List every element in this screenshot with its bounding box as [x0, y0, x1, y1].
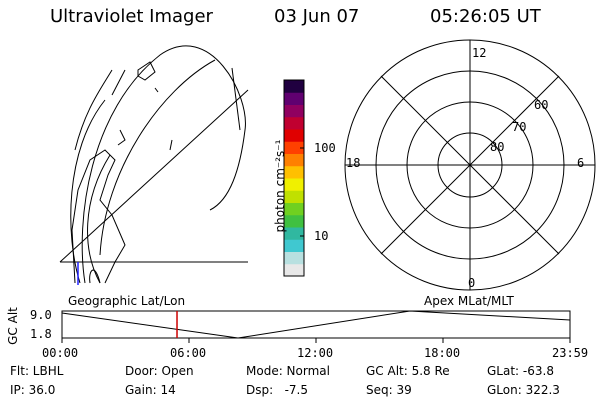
x-tick-label-4: 23:59 — [552, 346, 589, 360]
land-fragment-2 — [169, 139, 173, 151]
date-label: 03 Jun 07 — [274, 6, 360, 27]
colorbar-segment — [284, 239, 304, 252]
colorbar-segment — [284, 153, 304, 167]
colorbar-segment — [284, 190, 304, 203]
info-glon: GLon: 322.3 — [487, 383, 560, 397]
mlt-label-18: 18 — [346, 156, 361, 170]
y-tick-label-high: 9.0 — [30, 308, 52, 322]
x-tick-label-0: 00:00 — [42, 346, 79, 360]
apex-label: Apex MLat/MLT — [424, 294, 514, 308]
timeline-ylabel: GC Alt — [5, 307, 20, 345]
colorbar-segment — [284, 202, 304, 216]
land-fragment — [154, 87, 159, 93]
geographic-label: Geographic Lat/Lon — [68, 294, 186, 308]
land-outline-1 — [137, 61, 156, 81]
x-tick-label-3: 18:00 — [424, 346, 461, 360]
geographic-map — [59, 45, 249, 284]
mlat-label-80: 80 — [490, 140, 505, 154]
colorbar-segment — [284, 263, 304, 277]
color-scale — [284, 80, 304, 277]
info-gcalt: GC Alt: 5.8 Re — [366, 364, 450, 378]
colorbar-frame — [283, 79, 305, 277]
info-dsp: Dsp: -7.5 — [246, 383, 309, 397]
x-tick-label-2: 12:00 — [297, 346, 334, 360]
info-ip: IP: 36.0 — [10, 383, 56, 397]
mlat-label-60: 60 — [534, 98, 549, 112]
time-label: 05:26:05 UT — [430, 6, 541, 27]
colorbar-segment — [284, 214, 304, 228]
polar-plot — [344, 39, 596, 291]
map-tick-line — [111, 69, 126, 96]
colorbar-segment — [284, 165, 304, 179]
mlt-label-12: 12 — [472, 46, 487, 60]
colorbar-segment — [284, 92, 304, 105]
mlt-label-6: 6 — [577, 156, 585, 170]
info-mode: Mode: Normal — [246, 364, 330, 378]
timeline-altitude-curve — [61, 310, 571, 339]
land-outline-2 — [71, 149, 126, 284]
info-gain: Gain: 14 — [125, 383, 176, 397]
colorbar-segment — [284, 178, 304, 191]
colorbar-segment — [284, 129, 304, 142]
lon-arc-2 — [70, 99, 106, 284]
map-lower-loop — [89, 269, 101, 284]
y-tick-label-low: 1.8 — [30, 327, 52, 341]
x-tick-label-1: 06:00 — [170, 346, 207, 360]
colorbar-segment — [284, 251, 304, 265]
colorbar-segment — [284, 104, 304, 118]
colorbar-unit-label: photon cm⁻²s⁻¹ — [273, 139, 287, 233]
lat-line-1 — [99, 59, 216, 256]
colorbar-segment — [284, 80, 304, 93]
colorbar-label-10: 10 — [314, 229, 329, 243]
colorbar-segment — [284, 141, 304, 154]
colorbar-label-100: 100 — [314, 141, 336, 155]
instrument-title: Ultraviolet Imager — [50, 6, 213, 27]
meridian-line — [59, 89, 249, 263]
info-door: Door: Open — [125, 364, 194, 378]
mlat-label-70: 70 — [512, 120, 527, 134]
timeline-frame — [61, 310, 571, 339]
timeline-plot — [61, 310, 571, 343]
land-fragment-3 — [117, 129, 126, 146]
info-seq: Seq: 39 — [366, 383, 412, 397]
info-flt: Flt: LBHL — [10, 364, 64, 378]
lat-line-2 — [74, 69, 113, 151]
colorbar-segment — [284, 227, 304, 240]
polar-diagonal-2 — [380, 75, 560, 255]
map-edge-line — [231, 67, 241, 131]
info-glat: GLat: -63.8 — [487, 364, 554, 378]
mlt-label-0: 0 — [468, 276, 476, 290]
colorbar-segment — [284, 116, 304, 130]
lon-arc-1 — [81, 45, 246, 284]
